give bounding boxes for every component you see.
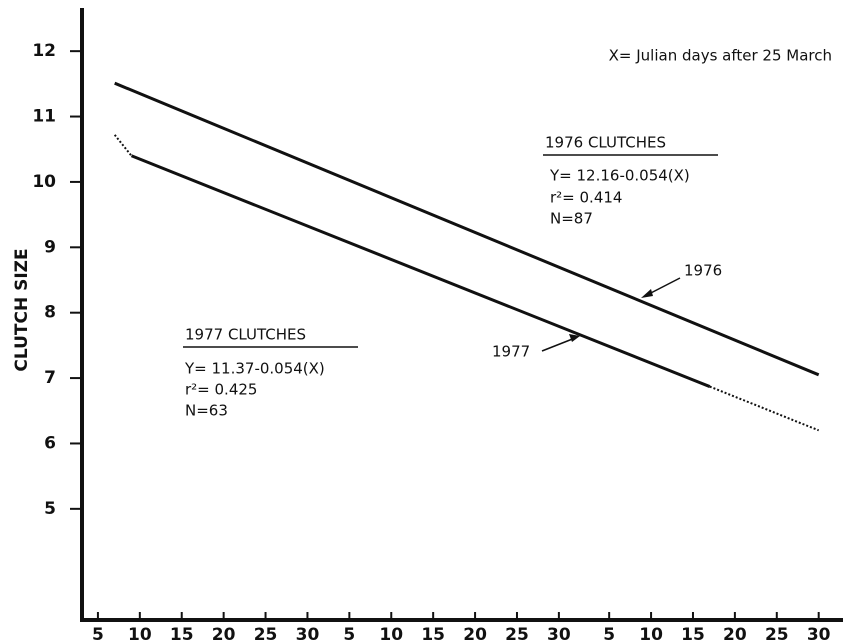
- x-tick-label: 5: [343, 625, 355, 642]
- r-squared: r²= 0.425: [185, 381, 257, 399]
- r-squared: r²= 0.414: [550, 189, 622, 207]
- x-tick-label: 5: [603, 625, 615, 642]
- x-tick-label: 30: [547, 625, 571, 642]
- x-tick-label: 5: [92, 625, 104, 642]
- equation: Y= 12.16-0.054(X): [549, 167, 690, 185]
- series-label: 1976: [684, 262, 722, 280]
- series-heading: 1976 CLUTCHES: [545, 134, 666, 152]
- line-segment: [114, 81, 820, 377]
- x-tick-label: 15: [681, 625, 705, 642]
- x-tick-label: 25: [254, 625, 278, 642]
- x-tick-label: 20: [463, 625, 487, 642]
- y-tick-label: 7: [44, 368, 56, 388]
- x-tick-label: 25: [505, 625, 529, 642]
- x-tick-label: 10: [639, 625, 663, 642]
- y-axis-label: CLUTCH SIZE: [12, 248, 32, 371]
- arrow-head: [569, 334, 580, 342]
- x-tick-label: 30: [296, 625, 320, 642]
- y-tick-label: 11: [32, 107, 56, 127]
- y-tick-label: 9: [44, 237, 56, 257]
- y-tick-label: 5: [44, 499, 56, 519]
- y-tick-label: 8: [44, 303, 56, 323]
- sample-size: N=63: [185, 402, 228, 420]
- x-tick-label: 20: [212, 625, 236, 642]
- equation: Y= 11.37-0.054(X): [184, 360, 325, 378]
- y-tick-label: 6: [44, 433, 56, 453]
- series-heading: 1977 CLUTCHES: [185, 326, 306, 344]
- series-label: 1977: [492, 343, 530, 361]
- arrow: [541, 337, 576, 352]
- x-tick-label: 10: [128, 625, 152, 642]
- note: X= Julian days after 25 March: [609, 47, 832, 65]
- arrow-head: [641, 289, 653, 298]
- y-tick-label: 10: [32, 172, 56, 192]
- x-tick-label: 15: [170, 625, 194, 642]
- x-tick-label: 30: [807, 625, 831, 642]
- line-segment: [113, 134, 133, 157]
- line-segment: [130, 154, 711, 388]
- line-segment: [709, 385, 820, 432]
- x-tick-label: 10: [379, 625, 403, 642]
- y-tick-label: 12: [32, 41, 56, 61]
- x-tick-label: 15: [421, 625, 445, 642]
- sample-size: N=87: [550, 210, 593, 228]
- x-tick-label: 20: [723, 625, 747, 642]
- x-tick-label: 25: [765, 625, 789, 642]
